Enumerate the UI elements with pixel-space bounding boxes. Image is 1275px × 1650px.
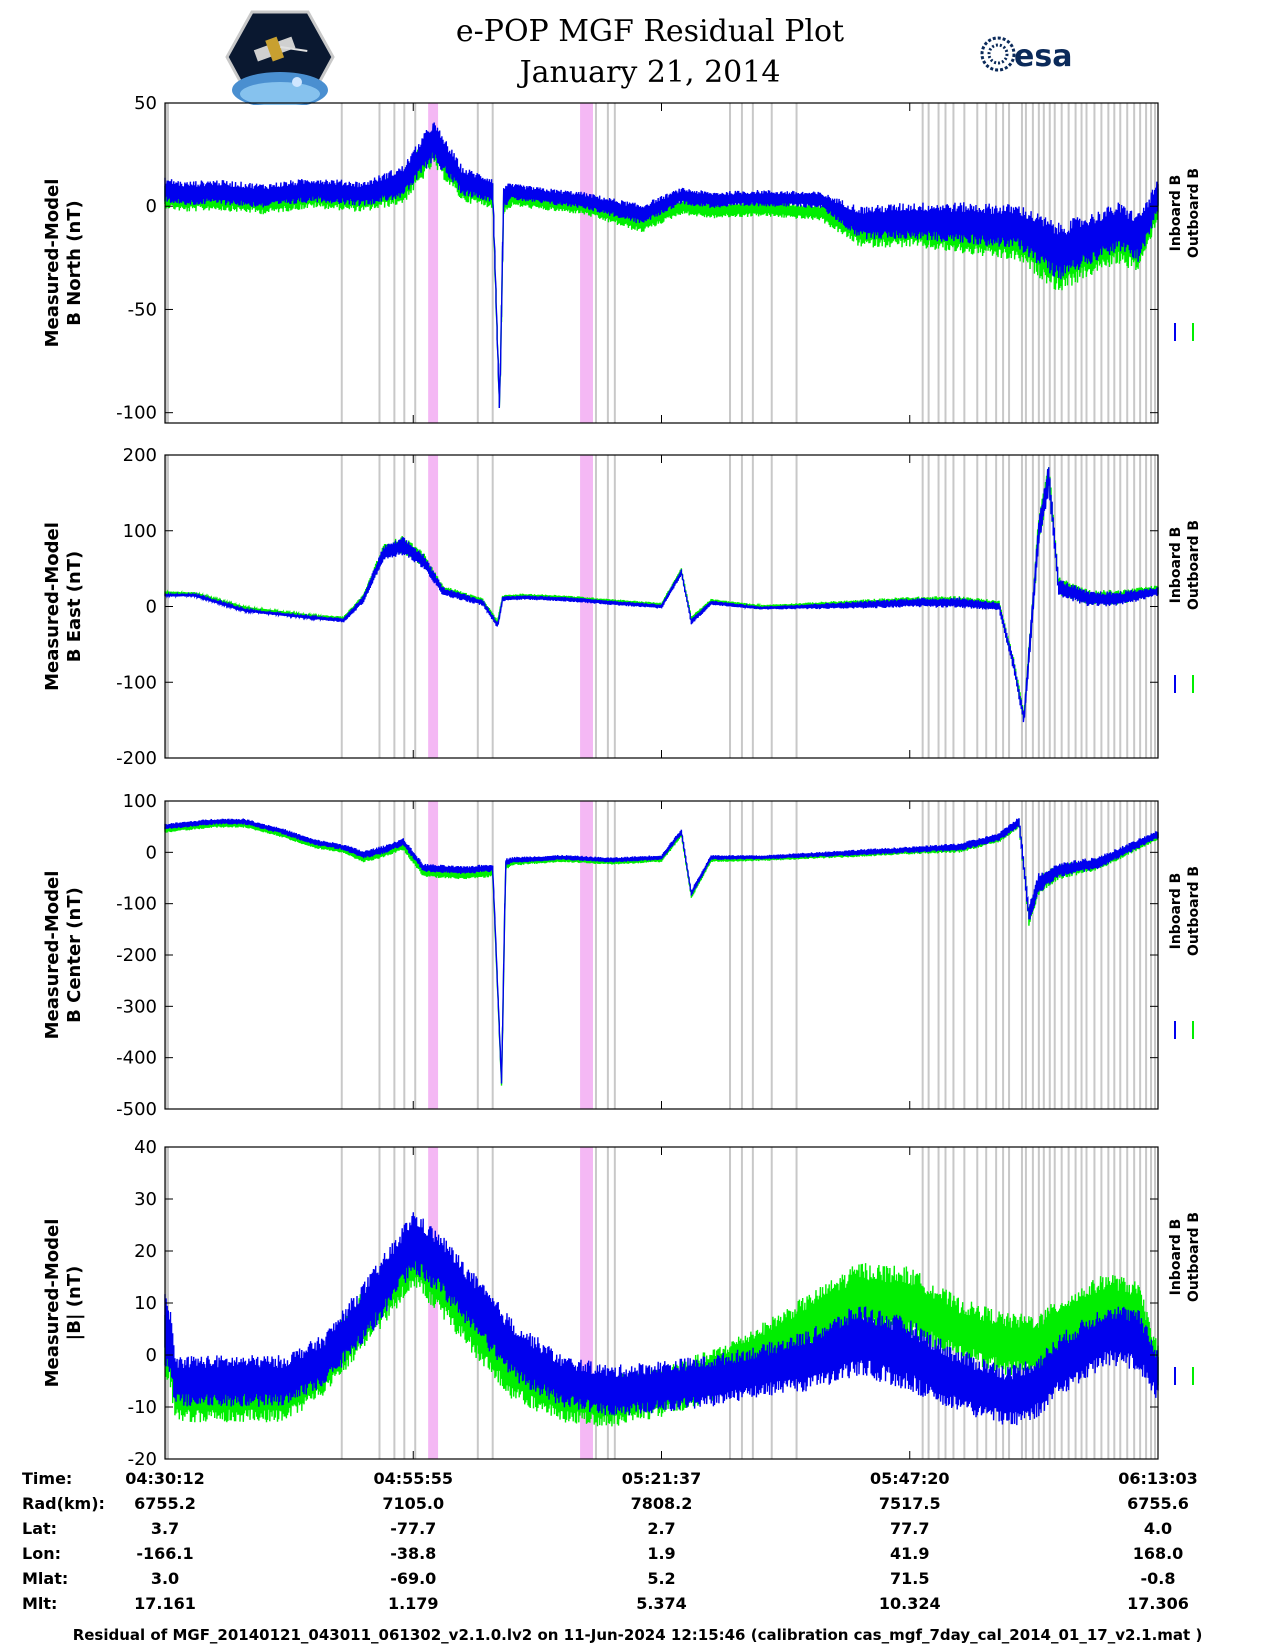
y-tick-label: 100 [123, 791, 157, 812]
ephemeris-value: 5.2 [647, 1569, 675, 1588]
ephemeris-label: Time: [22, 1469, 72, 1488]
y-tick-label: 40 [134, 1137, 157, 1158]
ephemeris-value: 5.374 [636, 1594, 687, 1613]
y-axis-label: B East (nT) [64, 551, 85, 663]
ephemeris-value: 4.0 [1144, 1519, 1172, 1538]
y-axis-label: B Center (nT) [64, 887, 85, 1023]
y-tick-label: -20 [128, 1449, 157, 1470]
y-tick-label: -300 [116, 996, 157, 1017]
panel-3: 100 0 -100 -200 -300 -400 -500 Measured-Model B … [42, 791, 1202, 1120]
ephemeris-value: 3.0 [151, 1569, 179, 1588]
ephemeris-value: 168.0 [1133, 1544, 1184, 1563]
maneuver-band [428, 455, 439, 758]
ephemeris-label: Lon: [22, 1544, 61, 1563]
ephemeris-value: 1.9 [647, 1544, 675, 1563]
y-axis-label: Measured-Model [42, 871, 63, 1040]
y-axis-label: |B| (nT) [64, 1266, 85, 1341]
y-axis-label: Measured-Model [42, 179, 63, 348]
maneuver-band [580, 455, 593, 758]
y-tick-label: -50 [128, 299, 157, 320]
plot-date: January 21, 2014 [519, 55, 781, 90]
ephemeris-value: 2.7 [647, 1519, 675, 1538]
ephemeris-value: 77.7 [890, 1519, 929, 1538]
legend-outboard: Outboard B [1186, 168, 1202, 258]
ephemeris-value: 7517.5 [879, 1494, 941, 1513]
maneuver-band [580, 103, 593, 423]
y-tick-label: 200 [123, 445, 157, 466]
y-tick-label: -100 [116, 403, 157, 424]
series-inboard [164, 1212, 1159, 1426]
y-tick-label: 50 [134, 93, 157, 114]
ephemeris-value: 04:30:12 [125, 1469, 205, 1488]
legend-inboard: Inboard B [1168, 873, 1184, 950]
y-tick-label: 0 [146, 196, 157, 217]
ephemeris-value: 7105.0 [382, 1494, 444, 1513]
y-tick-label: -400 [116, 1048, 157, 1069]
y-tick-label: 0 [146, 597, 157, 618]
y-tick-label: 100 [123, 521, 157, 542]
ephemeris-value: -38.8 [390, 1544, 436, 1563]
ephemeris-value: 05:47:20 [870, 1469, 950, 1488]
legend-inboard: Inboard B [1168, 1219, 1184, 1296]
ephemeris-value: 71.5 [890, 1569, 929, 1588]
cassiope-logo [225, 10, 335, 105]
ephemeris-value: 6755.2 [134, 1494, 196, 1513]
maneuver-band [428, 801, 439, 1109]
y-axis-label: Measured-Model [42, 522, 63, 691]
ephemeris-value: 06:13:03 [1118, 1469, 1198, 1488]
ephemeris-value: -0.8 [1141, 1569, 1176, 1588]
ephemeris-value: 6755.6 [1127, 1494, 1189, 1513]
ephemeris-value: 1.179 [388, 1594, 439, 1613]
legend-outboard: Outboard B [1186, 866, 1202, 956]
y-axis-label: Measured-Model [42, 1219, 63, 1388]
y-tick-label: 0 [146, 1345, 157, 1366]
ephemeris-label: Lat: [22, 1519, 57, 1538]
ephemeris-value: 7808.2 [631, 1494, 693, 1513]
panel-2: 200 100 0 -100 -200 Measured-Model B East (nT)… [42, 445, 1202, 769]
series-inboard [164, 818, 1159, 1084]
y-tick-label: 20 [134, 1241, 157, 1262]
ephemeris-value: 3.7 [151, 1519, 179, 1538]
y-tick-label: -500 [116, 1099, 157, 1120]
maneuver-band [580, 801, 593, 1109]
ephemeris-value: 17.161 [134, 1594, 196, 1613]
ephemeris-label: Rad(km): [22, 1494, 105, 1513]
y-tick-label: -100 [116, 894, 157, 915]
y-axis-label: B North (nT) [64, 200, 85, 326]
legend-outboard: Outboard B [1186, 520, 1202, 610]
series-inboard [164, 467, 1159, 723]
ephemeris-value: 05:21:37 [622, 1469, 702, 1488]
y-tick-label: -10 [128, 1397, 157, 1418]
y-tick-label: -200 [116, 945, 157, 966]
y-tick-label: 10 [134, 1293, 157, 1314]
ephemeris-value: 04:55:55 [373, 1469, 453, 1488]
ephemeris-value: 17.306 [1127, 1594, 1189, 1613]
ephemeris-table: Time: Rad(km): Lat: Lon: Mlat: Mlt: 04:30:12 67… [22, 1469, 1198, 1613]
footer-caption: Residual of MGF_20140121_043011_061302_v… [72, 1626, 1203, 1644]
panel-1: 50 0 -50 -100 Measured-Model B North (nT) Inbo… [42, 93, 1202, 424]
ephemeris-label: Mlat: [22, 1569, 68, 1588]
y-tick-label: 0 [146, 842, 157, 863]
plot-title: e-POP MGF Residual Plot [455, 14, 845, 49]
ephemeris-value: 41.9 [890, 1544, 929, 1563]
ephemeris-label: Mlt: [22, 1594, 57, 1613]
legend-outboard: Outboard B [1186, 1212, 1202, 1302]
y-tick-label: -100 [116, 672, 157, 693]
ephemeris-value: -77.7 [390, 1519, 436, 1538]
esa-logo: esa [980, 36, 1072, 74]
svg-text:esa: esa [1014, 39, 1072, 74]
ephemeris-value: -166.1 [136, 1544, 193, 1563]
y-tick-label: 30 [134, 1189, 157, 1210]
maneuver-band [428, 103, 439, 423]
series-inboard [164, 122, 1159, 409]
ephemeris-value: -69.0 [390, 1569, 436, 1588]
legend-inboard: Inboard B [1168, 527, 1184, 604]
legend-inboard: Inboard B [1168, 175, 1184, 252]
panel-4: 40 30 20 10 0 -10 -20 Measured-Model |B| (nT) Inb… [42, 1137, 1202, 1470]
y-tick-label: -200 [116, 748, 157, 769]
ephemeris-value: 10.324 [879, 1594, 941, 1613]
